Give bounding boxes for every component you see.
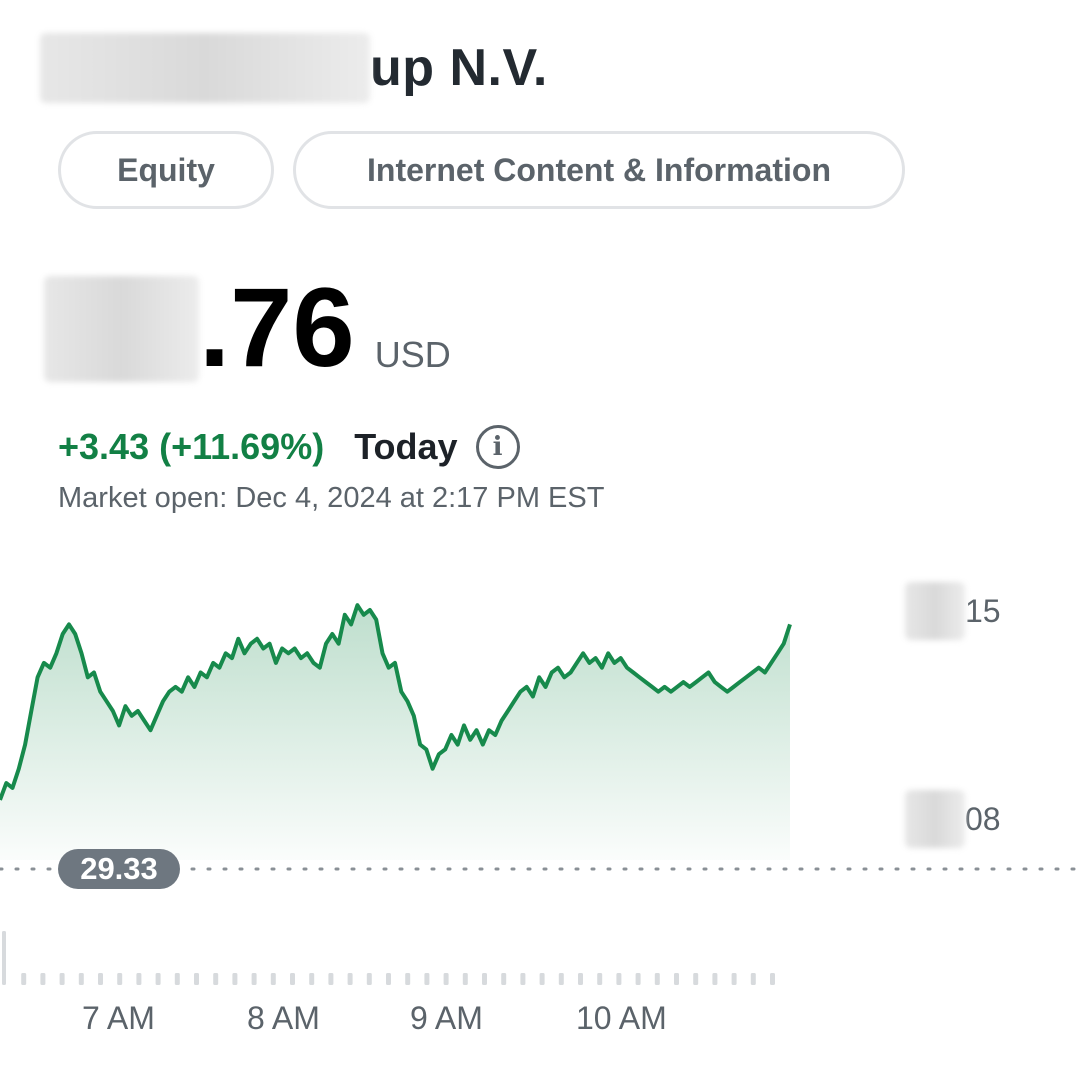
price-chart[interactable] xyxy=(0,560,1080,1072)
volume-bar xyxy=(597,973,603,985)
y-axis-label-high-text: 15 xyxy=(965,592,1001,629)
volume-bar xyxy=(21,973,27,985)
tag-equity[interactable]: Equity xyxy=(58,131,274,209)
volume-bar xyxy=(309,973,315,985)
x-axis-label-8am: 8 AM xyxy=(247,1000,320,1036)
volume-bar xyxy=(117,973,123,985)
previous-close-badge: 29.33 xyxy=(58,849,180,889)
y-axis-label-low-text: 08 xyxy=(965,800,1001,837)
volume-bar xyxy=(443,973,449,985)
volume-bar xyxy=(674,973,679,985)
volume-bar xyxy=(520,973,526,985)
redacted-price-digits xyxy=(44,276,199,382)
volume-bar xyxy=(770,973,775,985)
volume-bar xyxy=(2,931,6,985)
volume-bar xyxy=(750,973,756,985)
volume-bar xyxy=(482,973,487,985)
volume-bar xyxy=(328,973,334,985)
volume-bar xyxy=(635,973,641,985)
volume-bar xyxy=(386,973,391,985)
x-axis-label-10am: 10 AM xyxy=(576,1000,667,1036)
y-axis-label-high: 15 xyxy=(905,582,1001,640)
company-name-suffix: up N.V. xyxy=(370,39,548,97)
y-axis-label-low: 08 xyxy=(905,790,1001,848)
volume-bar xyxy=(270,973,276,985)
price-change: +3.43 (+11.69%) xyxy=(58,426,325,467)
volume-bar xyxy=(251,973,257,985)
price-currency: USD xyxy=(374,334,451,375)
volume-bar xyxy=(616,973,622,985)
volume-bar xyxy=(98,973,103,985)
redacted-axis-digits xyxy=(905,790,965,848)
price-value: .76 xyxy=(199,265,355,390)
chart-line-path xyxy=(0,603,792,801)
info-circle-icon[interactable]: i xyxy=(475,425,520,469)
chart-area-path xyxy=(0,605,790,860)
volume-bar xyxy=(731,973,737,985)
chart-area-fill xyxy=(0,605,790,860)
price-display: .76 USD xyxy=(44,270,451,390)
volume-bar xyxy=(136,973,142,985)
volume-bar xyxy=(405,973,411,985)
volume-bar xyxy=(558,973,564,985)
change-row: +3.43 (+11.69%) Today i xyxy=(58,420,520,474)
tag-industry[interactable]: Internet Content & Information xyxy=(293,131,905,209)
x-axis-label-9am: 9 AM xyxy=(410,1000,483,1036)
volume-bar xyxy=(654,973,660,985)
volume-bar xyxy=(232,973,238,985)
redacted-company-name xyxy=(40,33,370,103)
volume-bar xyxy=(462,973,468,985)
volume-bar xyxy=(78,973,84,985)
volume-bar xyxy=(539,973,545,985)
volume-bar xyxy=(501,973,507,985)
redacted-axis-digits xyxy=(905,582,965,640)
company-title: up N.V. xyxy=(40,30,740,106)
volume-bar xyxy=(174,973,180,985)
chart-line xyxy=(0,603,792,801)
volume-bars xyxy=(2,931,775,985)
volume-bar xyxy=(155,973,161,985)
market-status: Market open: Dec 4, 2024 at 2:17 PM EST xyxy=(58,482,605,514)
volume-bar xyxy=(213,973,219,985)
change-period: Today xyxy=(354,426,458,467)
volume-bar xyxy=(347,973,353,985)
volume-bar xyxy=(194,973,199,985)
volume-bar xyxy=(693,973,699,985)
volume-bar xyxy=(40,973,46,985)
volume-bar xyxy=(578,973,583,985)
volume-bar xyxy=(59,973,65,985)
volume-bar xyxy=(290,973,295,985)
x-axis-label-7am: 7 AM xyxy=(82,1000,155,1036)
volume-bar xyxy=(366,973,372,985)
volume-bar xyxy=(712,973,718,985)
volume-bar xyxy=(424,973,430,985)
